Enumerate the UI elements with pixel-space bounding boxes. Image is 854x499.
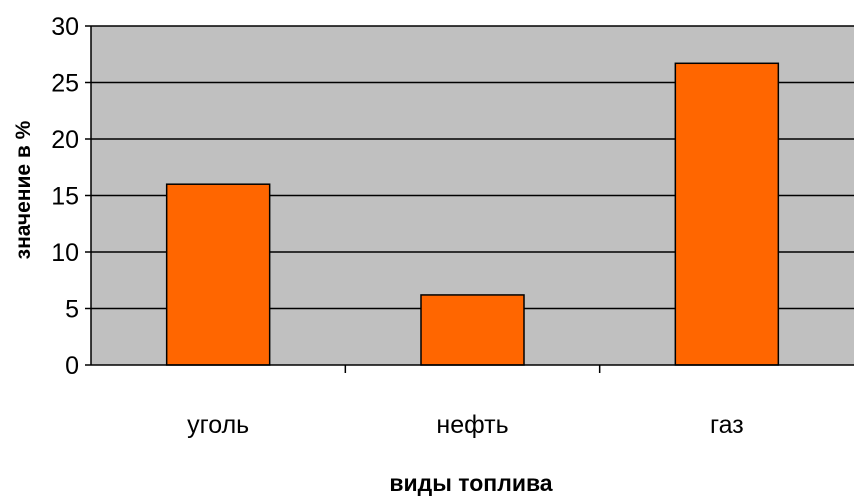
x-tick-label: газ xyxy=(710,411,744,439)
y-tick-labels: 0 5 10 15 20 25 30 xyxy=(51,13,79,380)
y-tick-label: 15 xyxy=(51,183,79,211)
bar xyxy=(674,62,780,366)
y-tick-label: 5 xyxy=(65,296,79,324)
y-tick-label: 30 xyxy=(51,13,79,41)
x-tick-label: нефть xyxy=(436,411,508,439)
y-tick-label: 25 xyxy=(51,70,79,98)
y-tick-label: 0 xyxy=(65,352,79,380)
bar xyxy=(420,294,525,366)
y-axis-label: значение в % xyxy=(12,120,35,259)
y-tick-label: 10 xyxy=(51,239,79,267)
axes xyxy=(85,25,854,373)
bars xyxy=(165,62,780,366)
bar xyxy=(165,183,271,366)
x-tick-label: уголь xyxy=(187,411,249,439)
x-tick-labels: уголь нефть газ xyxy=(187,411,744,439)
y-tick-label: 20 xyxy=(51,126,79,154)
x-axis-label: виды топлива xyxy=(389,470,552,496)
